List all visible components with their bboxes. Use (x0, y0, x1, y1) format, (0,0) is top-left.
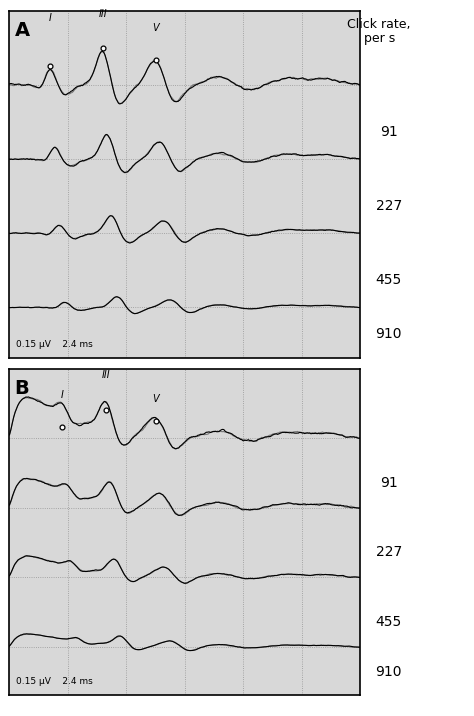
Text: III: III (101, 369, 110, 379)
Text: V: V (152, 394, 159, 404)
Text: 455: 455 (375, 615, 402, 629)
Text: 91: 91 (380, 125, 398, 139)
Text: 227: 227 (375, 199, 402, 213)
Text: III: III (99, 9, 107, 19)
Text: A: A (15, 21, 30, 40)
Text: per s: per s (364, 32, 395, 45)
Text: 0.15 μV    2.4 ms: 0.15 μV 2.4 ms (17, 677, 93, 687)
Text: 227: 227 (375, 545, 402, 559)
Text: 910: 910 (375, 665, 402, 679)
Text: V: V (152, 23, 159, 33)
Text: Click rate,: Click rate, (347, 18, 411, 31)
Text: I: I (61, 390, 64, 400)
Text: 91: 91 (380, 475, 398, 490)
Text: 0.15 μV    2.4 ms: 0.15 μV 2.4 ms (17, 340, 93, 349)
Text: 910: 910 (375, 327, 402, 342)
Text: 455: 455 (375, 274, 402, 287)
Text: B: B (15, 379, 29, 397)
Text: I: I (49, 13, 52, 22)
